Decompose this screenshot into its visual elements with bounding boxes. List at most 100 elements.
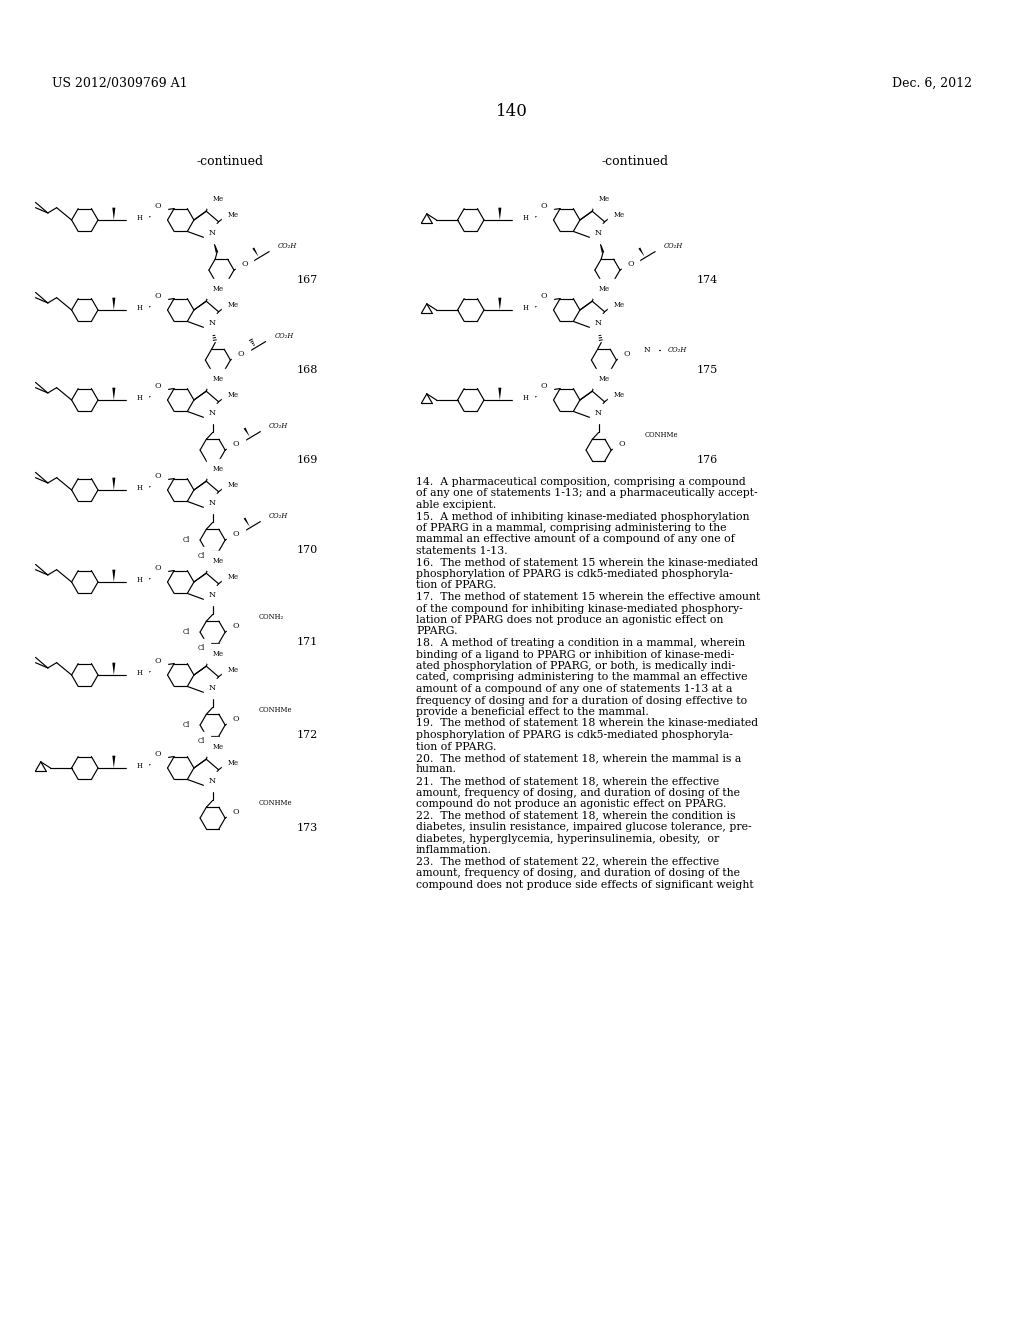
Text: ated phosphorylation of PPARG, or both, is medically indi-: ated phosphorylation of PPARG, or both, … [416,661,735,671]
Text: H: H [522,304,528,313]
Text: O: O [628,260,634,268]
Text: Me: Me [228,301,239,309]
Text: Me: Me [228,573,239,581]
Text: H: H [522,395,528,403]
Text: mammal an effective amount of a compound of any one of: mammal an effective amount of a compound… [416,535,735,544]
Text: -continued: -continued [601,154,669,168]
Text: CO₂H: CO₂H [269,422,289,430]
Text: able excipient.: able excipient. [416,500,497,510]
Text: N: N [132,302,139,310]
Text: N: N [595,319,602,327]
Polygon shape [252,248,259,257]
Text: Me: Me [213,743,224,751]
Text: 23.  The method of statement 22, wherein the effective: 23. The method of statement 22, wherein … [416,857,719,866]
Text: CO₂H: CO₂H [274,333,294,341]
Text: Me: Me [228,391,239,399]
Text: Cl: Cl [182,536,189,544]
Text: 22.  The method of statement 18, wherein the condition is: 22. The method of statement 18, wherein … [416,810,735,821]
Text: 14.  A pharmaceutical composition, comprising a compound: 14. A pharmaceutical composition, compri… [416,477,745,487]
Text: Me: Me [228,211,239,219]
Text: 176: 176 [696,455,718,465]
Text: Cl: Cl [198,644,205,652]
Text: N: N [209,499,216,507]
Text: O: O [624,350,631,358]
Text: 21.  The method of statement 18, wherein the effective: 21. The method of statement 18, wherein … [416,776,719,785]
Text: O: O [232,440,239,447]
Text: H: H [136,395,142,403]
Polygon shape [244,517,250,527]
Text: 19.  The method of statement 18 wherein the kinase-mediated: 19. The method of statement 18 wherein t… [416,718,758,729]
Text: H: H [136,577,142,585]
Text: diabetes, hyperglycemia, hyperinsulinemia, obesity,  or: diabetes, hyperglycemia, hyperinsulinemi… [416,833,719,843]
Text: N: N [132,392,139,400]
Text: CO₂H: CO₂H [668,346,687,354]
Text: Me: Me [228,665,239,673]
Text: 172: 172 [297,730,318,741]
Text: Me: Me [614,391,625,399]
Text: CONHMe: CONHMe [259,706,292,714]
Text: 170: 170 [297,545,318,554]
Text: Cl: Cl [198,552,205,560]
Text: CO₂H: CO₂H [278,243,297,251]
Polygon shape [113,388,116,400]
Text: O: O [155,202,161,210]
Text: H: H [136,304,142,313]
Text: H: H [136,762,142,771]
Polygon shape [499,207,502,220]
Text: CONHMe: CONHMe [259,799,292,807]
Text: Me: Me [599,195,610,203]
Text: amount, frequency of dosing, and duration of dosing of the: amount, frequency of dosing, and duratio… [416,788,740,797]
Text: N: N [518,392,525,400]
Text: Me: Me [614,301,625,309]
Text: 175: 175 [696,366,718,375]
Text: CO₂H: CO₂H [664,243,683,251]
Text: Me: Me [228,759,239,767]
Polygon shape [244,428,250,437]
Text: of any one of statements 1-13; and a pharmaceutically accept-: of any one of statements 1-13; and a pha… [416,488,758,499]
Text: H: H [136,214,142,222]
Text: O: O [618,440,625,447]
Text: O: O [541,292,547,300]
Text: Cl: Cl [198,737,205,746]
Text: O: O [232,808,239,816]
Text: N: N [518,302,525,310]
Text: 140: 140 [496,103,528,120]
Text: of the compound for inhibiting kinase-mediated phosphory-: of the compound for inhibiting kinase-me… [416,603,742,614]
Text: N: N [209,777,216,785]
Text: 17.  The method of statement 15 wherein the effective amount: 17. The method of statement 15 wherein t… [416,591,760,602]
Polygon shape [113,478,116,490]
Text: O: O [232,715,239,723]
Polygon shape [599,239,604,253]
Text: N: N [595,230,602,238]
Text: -continued: -continued [197,154,263,168]
Text: O: O [541,202,547,210]
Text: amount, frequency of dosing, and duration of dosing of the: amount, frequency of dosing, and duratio… [416,869,740,878]
Text: Me: Me [213,195,224,203]
Text: Me: Me [599,285,610,293]
Polygon shape [499,388,502,400]
Text: O: O [155,657,161,665]
Text: O: O [155,564,161,572]
Text: phosphorylation of PPARG is cdk5-mediated phosphoryla-: phosphorylation of PPARG is cdk5-mediate… [416,569,733,579]
Text: O: O [232,529,239,539]
Text: CONH₂: CONH₂ [259,612,284,622]
Polygon shape [499,298,502,310]
Polygon shape [113,570,116,582]
Text: human.: human. [416,764,457,775]
Text: N: N [132,213,139,220]
Text: Me: Me [228,480,239,488]
Text: O: O [238,350,245,358]
Text: statements 1-13.: statements 1-13. [416,546,508,556]
Text: amount of a compound of any one of statements 1-13 at a: amount of a compound of any one of state… [416,684,732,694]
Text: O: O [541,381,547,389]
Text: O: O [155,473,161,480]
Text: lation of PPARG does not produce an agonistic effect on: lation of PPARG does not produce an agon… [416,615,723,624]
Text: H: H [136,669,142,677]
Text: 18.  A method of treating a condition in a mammal, wherein: 18. A method of treating a condition in … [416,638,745,648]
Text: N: N [209,319,216,327]
Text: cated, comprising administering to the mammal an effective: cated, comprising administering to the m… [416,672,748,682]
Text: PPARG.: PPARG. [416,627,458,636]
Text: Me: Me [213,557,224,565]
Text: phosphorylation of PPARG is cdk5-mediated phosphoryla-: phosphorylation of PPARG is cdk5-mediate… [416,730,733,741]
Text: 16.  The method of statement 15 wherein the kinase-mediated: 16. The method of statement 15 wherein t… [416,557,758,568]
